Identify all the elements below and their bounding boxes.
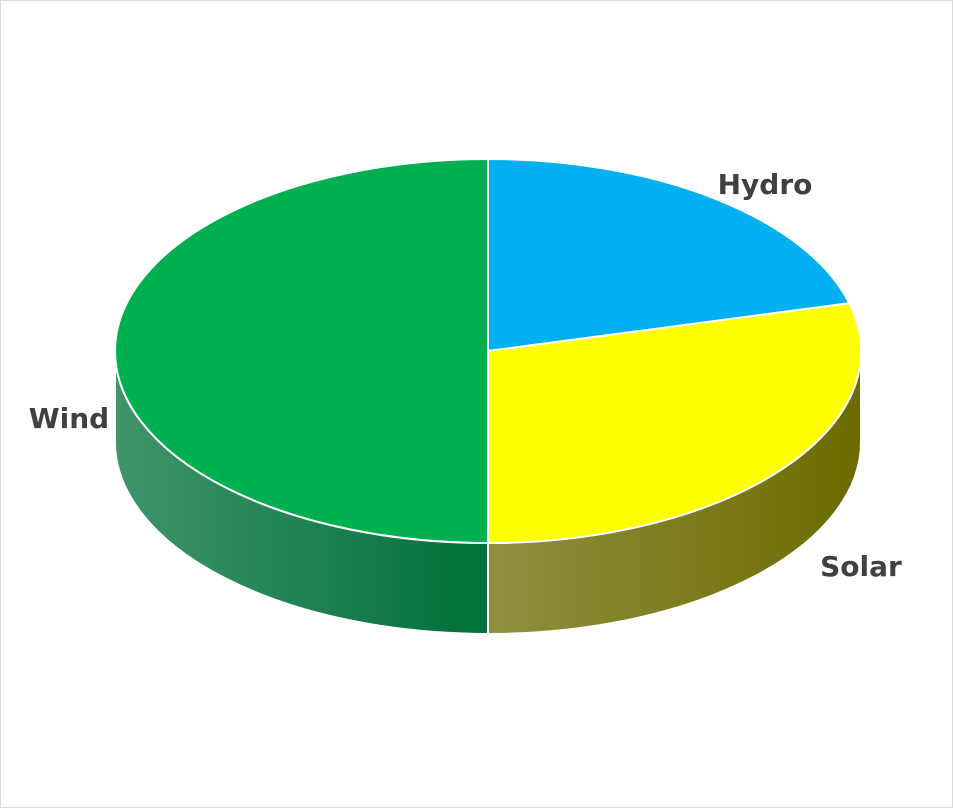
data-label-solar: Solar [820, 550, 902, 583]
pie-slice-hydro[interactable] [487, 158, 851, 352]
data-label-wind: Wind [29, 402, 109, 435]
data-label-hydro: Hydro [718, 168, 813, 201]
pie-slices [114, 158, 862, 544]
pie-slice-wind[interactable] [114, 158, 489, 544]
pie-data-labels: Hydro Solar Wind [29, 168, 902, 583]
pie-slice-solar[interactable] [487, 302, 862, 544]
